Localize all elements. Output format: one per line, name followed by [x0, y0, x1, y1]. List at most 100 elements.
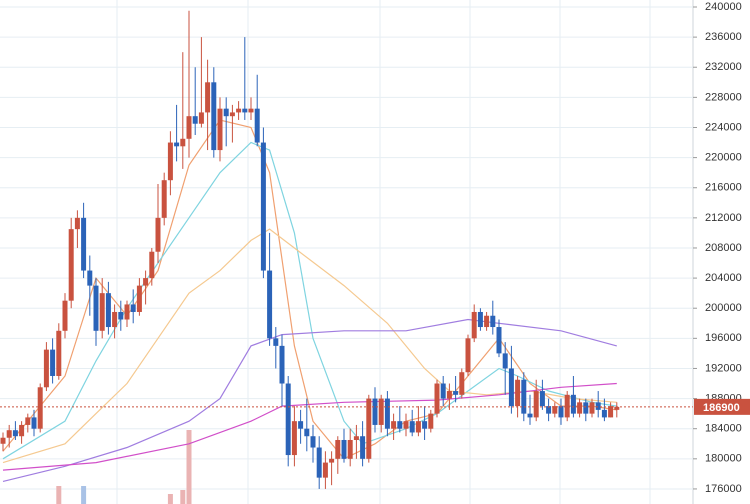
- candle-body: [341, 439, 347, 459]
- candle-body: [484, 315, 490, 328]
- y-tick-label: 232000: [705, 61, 742, 73]
- candle-body: [155, 217, 161, 252]
- candle-body: [25, 417, 31, 425]
- candle-body: [384, 398, 390, 429]
- candle-body: [353, 436, 359, 440]
- candle-body: [521, 379, 527, 414]
- candle-body: [161, 180, 167, 218]
- candle-body: [217, 108, 223, 151]
- y-tick-label: 192000: [705, 362, 742, 374]
- candle-body: [56, 330, 62, 376]
- candle-body: [68, 229, 74, 301]
- y-tick-label: 208000: [705, 242, 742, 254]
- candle-body: [446, 391, 452, 399]
- y-tick-label: 216000: [705, 182, 742, 194]
- candle-body: [347, 439, 353, 459]
- candle-body: [434, 383, 440, 414]
- candle-body: [236, 108, 242, 113]
- y-tick-label: 224000: [705, 121, 742, 133]
- candle-body: [595, 402, 601, 410]
- candle-body: [291, 421, 297, 456]
- candle-body: [527, 413, 533, 418]
- candle-body: [372, 398, 378, 425]
- candle-body: [12, 430, 18, 437]
- candle-body: [329, 458, 335, 463]
- candle-body: [316, 447, 322, 478]
- candle-body: [118, 311, 124, 320]
- volume-bar: [186, 430, 192, 504]
- candle-body: [192, 116, 198, 124]
- candle-body: [285, 383, 291, 456]
- candle-body: [391, 421, 397, 429]
- candle-body: [459, 372, 465, 395]
- candle-body: [533, 391, 539, 418]
- candle-body: [310, 436, 316, 448]
- candle-body: [453, 391, 459, 395]
- y-tick-label: 220000: [705, 152, 742, 164]
- candle-body: [415, 421, 421, 433]
- candle-body: [242, 108, 248, 113]
- candle-body: [273, 338, 279, 346]
- candle-body: [87, 270, 93, 286]
- candle-body: [601, 409, 607, 418]
- candle-body: [422, 421, 428, 429]
- candle-body: [31, 417, 37, 429]
- y-tick-label: 240000: [705, 1, 742, 13]
- candle-body: [428, 413, 434, 429]
- candle-body: [124, 304, 130, 320]
- candle-body: [298, 421, 304, 429]
- candle-body: [93, 285, 99, 331]
- candle-body: [19, 424, 25, 437]
- candle-body: [74, 217, 80, 230]
- candle-body: [62, 300, 68, 331]
- candle-body: [490, 315, 496, 328]
- candle-body: [81, 217, 87, 271]
- candle-body: [471, 311, 477, 339]
- volume-bar: [56, 486, 62, 504]
- vertical-grid: [116, 0, 651, 504]
- candle-body: [335, 439, 341, 459]
- volume-bar: [180, 490, 186, 504]
- volume-bar: [81, 486, 87, 504]
- price-label: 186900: [703, 402, 740, 414]
- candle-body: [180, 138, 186, 147]
- candle-body: [608, 406, 614, 418]
- candle-body: [304, 428, 310, 437]
- candle-body: [577, 402, 583, 414]
- y-tick-label: 184000: [705, 423, 742, 435]
- volume-bar: [167, 494, 173, 504]
- candle-body: [6, 430, 12, 438]
- candle-body: [260, 142, 266, 271]
- candle-body: [143, 278, 149, 286]
- candle-body: [552, 406, 558, 414]
- candle-body: [198, 112, 204, 124]
- candle-body: [211, 82, 217, 151]
- candle-body: [149, 251, 155, 279]
- candle-body: [397, 421, 403, 429]
- candle-body: [465, 338, 471, 373]
- candle-body: [186, 116, 192, 139]
- y-tick-label: 204000: [705, 272, 742, 284]
- candle-body: [403, 421, 409, 429]
- y-tick-label: 228000: [705, 91, 742, 103]
- candle-body: [502, 353, 508, 369]
- candle-body: [130, 304, 136, 312]
- candle-body: [366, 398, 372, 459]
- candle-body: [558, 406, 564, 418]
- candle-body: [50, 349, 56, 376]
- candle-body: [105, 293, 111, 328]
- candle-body: [477, 311, 483, 328]
- y-tick-label: 212000: [705, 212, 742, 224]
- candle-body: [174, 142, 180, 147]
- candle-body: [508, 368, 514, 407]
- price-label-box: [694, 398, 750, 415]
- y-tick-label: 176000: [705, 483, 742, 495]
- candle-body: [546, 406, 552, 414]
- candle-body: [112, 311, 118, 328]
- candle-body: [539, 391, 545, 407]
- ma-line: [2, 228, 617, 464]
- candle-body: [229, 112, 235, 117]
- y-tick-label: 180000: [705, 453, 742, 465]
- candle-body: [440, 383, 446, 399]
